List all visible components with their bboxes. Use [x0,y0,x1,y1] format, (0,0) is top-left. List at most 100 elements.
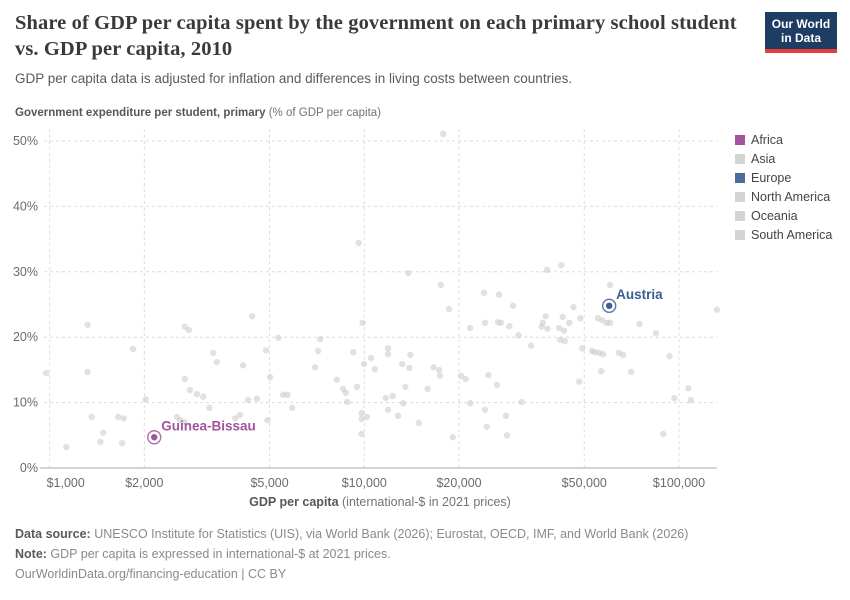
data-point[interactable] [99,429,107,436]
data-point[interactable] [598,368,605,375]
data-point[interactable] [384,406,392,413]
data-point[interactable] [407,351,414,359]
legend-item-asia[interactable]: Asia [735,152,832,166]
data-point[interactable] [466,400,474,407]
data-point[interactable] [275,334,282,342]
data-point[interactable] [543,266,551,274]
data-point[interactable] [544,325,551,332]
data-point[interactable] [627,368,635,376]
data-point[interactable] [555,324,563,332]
data-point[interactable] [142,396,149,403]
data-point[interactable] [358,430,365,438]
data-point[interactable] [384,351,392,358]
data-point[interactable] [424,385,431,393]
data-point[interactable] [480,289,488,296]
data-point[interactable] [502,412,510,419]
data-point[interactable] [559,313,566,321]
data-point[interactable] [576,378,583,385]
data-point[interactable] [599,351,607,358]
data-point[interactable] [288,404,296,412]
data-point[interactable] [497,319,505,327]
data-point[interactable] [360,360,368,368]
data-point[interactable] [358,415,365,423]
data-point[interactable] [445,305,453,313]
data-point[interactable] [42,369,50,377]
data-point[interactable] [359,319,366,327]
data-point[interactable] [232,415,239,422]
data-point[interactable] [333,376,341,383]
legend-item-africa[interactable]: Africa [735,133,832,147]
data-point[interactable] [509,302,517,310]
legend-item-south-america[interactable]: South America [735,228,832,242]
data-point[interactable] [244,396,252,404]
data-point[interactable] [384,345,392,352]
owid-url-link[interactable]: OurWorldinData.org/financing-education [15,567,238,581]
highlighted-point-austria[interactable] [605,302,613,310]
scatter-plot[interactable]: $1,000 $2,000 $5,000 $10,000 $20,000 $50,000 $… [0,123,760,495]
data-point[interactable] [415,419,423,427]
data-point[interactable] [84,321,91,328]
data-point[interactable] [186,386,194,394]
data-point[interactable] [493,381,501,389]
data-point[interactable] [515,332,522,339]
data-point[interactable] [560,327,568,334]
data-point[interactable] [209,349,217,357]
data-point[interactable] [481,319,489,327]
data-point[interactable] [88,413,95,421]
data-point[interactable] [400,400,407,407]
data-point[interactable] [279,391,287,398]
data-point[interactable] [619,351,627,359]
data-point[interactable] [457,372,465,379]
legend-item-north-america[interactable]: North America [735,190,832,204]
data-point[interactable] [200,393,207,400]
data-point[interactable] [518,398,525,406]
data-point[interactable] [402,383,409,391]
data-point[interactable] [558,262,565,269]
data-point[interactable] [405,269,412,277]
data-point[interactable] [556,336,564,344]
data-point[interactable] [570,303,577,311]
data-point[interactable] [713,306,721,313]
data-point[interactable] [527,342,535,349]
data-point[interactable] [239,362,247,369]
data-point[interactable] [503,432,511,439]
data-point[interactable] [114,413,122,421]
data-point[interactable] [342,389,350,396]
data-point[interactable] [343,398,351,406]
data-point[interactable] [193,390,201,398]
data-point[interactable] [394,412,402,419]
data-point[interactable] [481,406,489,413]
data-point[interactable] [483,423,490,430]
data-point[interactable] [579,345,586,352]
legend-item-oceania[interactable]: Oceania [735,209,832,223]
data-point[interactable] [266,373,274,381]
data-point[interactable] [353,383,361,391]
data-point[interactable] [314,347,322,355]
data-point[interactable] [652,330,660,337]
owid-logo[interactable]: Our World in Data [765,12,837,53]
data-point[interactable] [367,354,375,362]
data-point[interactable] [671,394,678,402]
data-point[interactable] [63,443,70,451]
data-point[interactable] [389,392,396,400]
data-point[interactable] [399,360,406,368]
data-point[interactable] [311,364,319,371]
data-point[interactable] [118,439,126,447]
data-point[interactable] [185,326,193,334]
data-point[interactable] [436,366,443,374]
data-point[interactable] [566,319,573,327]
data-point[interactable] [350,349,357,356]
data-point[interactable] [506,322,513,330]
data-point[interactable] [466,324,474,332]
data-point[interactable] [436,372,444,379]
data-point[interactable] [666,352,673,360]
data-point[interactable] [206,404,213,412]
data-point[interactable] [439,130,447,138]
data-point[interactable] [606,319,614,327]
data-point[interactable] [181,419,189,426]
data-point[interactable] [371,366,379,373]
data-point[interactable] [449,434,456,441]
data-point[interactable] [577,315,584,322]
data-point[interactable] [495,291,503,298]
data-point[interactable] [264,417,271,424]
